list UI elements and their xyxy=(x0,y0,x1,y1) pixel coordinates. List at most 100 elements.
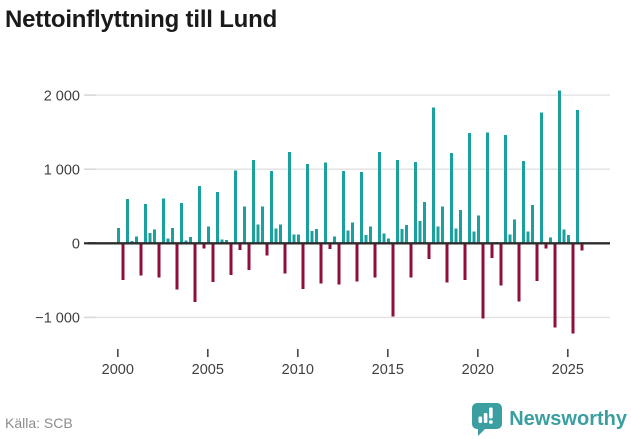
bar-2020-q3 xyxy=(485,132,490,244)
x-axis-label-2025: 2025 xyxy=(552,362,584,378)
bar-2010-q4 xyxy=(310,231,314,244)
bar-2002-q4 xyxy=(166,238,170,244)
bar-2015-q1 xyxy=(386,238,391,244)
bar-2015-q4 xyxy=(400,228,404,244)
newsworthy-bubble-chart-icon xyxy=(472,403,503,436)
bar-2004-q1 xyxy=(188,236,193,244)
bar-2013-q1 xyxy=(350,222,355,244)
bar-2008-q4 xyxy=(274,228,278,244)
bar-2000-q1 xyxy=(116,227,121,244)
bar-2019-q1 xyxy=(458,209,463,244)
bar-2008-q3 xyxy=(269,171,274,244)
bar-2021-q3 xyxy=(503,134,508,244)
bar-2022-q1 xyxy=(512,219,517,244)
bar-2021-q4 xyxy=(508,234,512,244)
x-axis-label-2005: 2005 xyxy=(192,362,224,378)
bar-2022-q2 xyxy=(517,243,521,302)
bar-2013-q3 xyxy=(359,171,364,244)
bar-2012-q3 xyxy=(341,170,346,244)
bar-2025-q3 xyxy=(575,109,580,244)
y-axis-label--1000: −1 000 xyxy=(35,311,80,327)
y-axis-label-1000: 1 000 xyxy=(44,162,80,178)
bar-2022-q3 xyxy=(521,160,526,244)
bar-2005-q4 xyxy=(220,239,224,244)
bar-2011-q2 xyxy=(319,243,323,284)
bar-2023-q1 xyxy=(530,204,535,244)
source-caption: Källa: SCB xyxy=(5,415,73,431)
bar-2016-q4 xyxy=(418,221,422,244)
bar-2011-q3 xyxy=(323,162,328,244)
bar-2007-q2 xyxy=(247,243,251,270)
x-axis-label-2000: 2000 xyxy=(102,362,134,378)
bar-2018-q1 xyxy=(440,206,445,244)
bar-2003-q2 xyxy=(175,243,179,290)
bar-2007-q3 xyxy=(251,159,256,244)
bar-2006-q4 xyxy=(238,243,242,250)
bar-2005-q1 xyxy=(206,226,211,244)
bar-2009-q1 xyxy=(278,224,283,244)
x-axis-label-2015: 2015 xyxy=(372,362,404,378)
bar-2007-q1 xyxy=(242,206,247,244)
bar-2023-q2 xyxy=(535,243,539,282)
bar-2013-q2 xyxy=(355,243,359,282)
bar-2006-q1 xyxy=(224,239,229,244)
bar-2015-q2 xyxy=(391,243,395,317)
bar-2022-q4 xyxy=(526,231,530,244)
x-axis-label-2010: 2010 xyxy=(282,362,314,378)
bar-2023-q3 xyxy=(539,112,544,244)
bar-2025-q2 xyxy=(571,243,575,334)
bar-2023-q4 xyxy=(544,243,548,249)
bar-2024-q1 xyxy=(548,237,553,244)
newsworthy-wordmark: Newsworthy xyxy=(509,408,627,430)
bar-2008-q1 xyxy=(260,206,265,244)
bar-2009-q4 xyxy=(292,234,296,244)
bar-2024-q2 xyxy=(553,243,557,328)
bar-2002-q2 xyxy=(157,243,161,278)
bar-2000-q2 xyxy=(121,243,125,280)
bar-2017-q1 xyxy=(422,202,427,244)
bar-2024-q4 xyxy=(562,229,566,244)
chart-title: Nettoinflyttning till Lund xyxy=(5,6,278,33)
bar-2010-q1 xyxy=(296,234,301,244)
bar-2005-q3 xyxy=(215,192,220,244)
bar-2025-q1 xyxy=(566,234,571,244)
bar-2001-q1 xyxy=(134,236,139,244)
bar-2018-q3 xyxy=(449,153,454,244)
bar-2003-q4 xyxy=(184,240,188,244)
bar-2005-q2 xyxy=(211,243,215,282)
newsworthy-logo: Newsworthy xyxy=(472,403,627,436)
bar-2002-q3 xyxy=(161,198,166,244)
bar-2015-q3 xyxy=(395,159,400,244)
bar-2003-q1 xyxy=(170,227,175,244)
bar-2012-q4 xyxy=(346,230,350,244)
bar-2006-q2 xyxy=(229,243,233,276)
bar-2012-q1 xyxy=(332,236,337,244)
bar-2019-q3 xyxy=(467,133,472,244)
bar-2011-q1 xyxy=(314,228,319,244)
bar-2019-q2 xyxy=(463,243,467,280)
bar-2014-q1 xyxy=(368,226,373,244)
bar-2009-q2 xyxy=(283,243,287,274)
bar-2018-q2 xyxy=(445,243,449,283)
bar-2016-q3 xyxy=(413,162,418,244)
bar-2006-q3 xyxy=(233,170,238,244)
bar-2001-q3 xyxy=(143,203,148,244)
bar-2020-q1 xyxy=(476,215,481,244)
bar-2004-q3 xyxy=(197,185,202,244)
bar-2010-q2 xyxy=(301,243,305,289)
bar-2016-q2 xyxy=(409,243,413,278)
bar-2014-q2 xyxy=(373,243,377,278)
bar-2004-q2 xyxy=(193,243,197,302)
bar-2020-q4 xyxy=(490,243,494,258)
bar-2010-q3 xyxy=(305,164,310,244)
bar-2017-q2 xyxy=(427,243,431,260)
bar-2021-q2 xyxy=(499,243,503,286)
bar-2018-q4 xyxy=(454,228,458,244)
bar-2014-q3 xyxy=(377,152,382,244)
x-axis-label-2020: 2020 xyxy=(462,362,494,378)
bar-2014-q4 xyxy=(382,233,386,244)
bar-2017-q4 xyxy=(436,226,440,244)
bar-2017-q3 xyxy=(431,107,436,244)
bar-2020-q2 xyxy=(481,243,485,319)
bar-2000-q3 xyxy=(125,198,130,244)
